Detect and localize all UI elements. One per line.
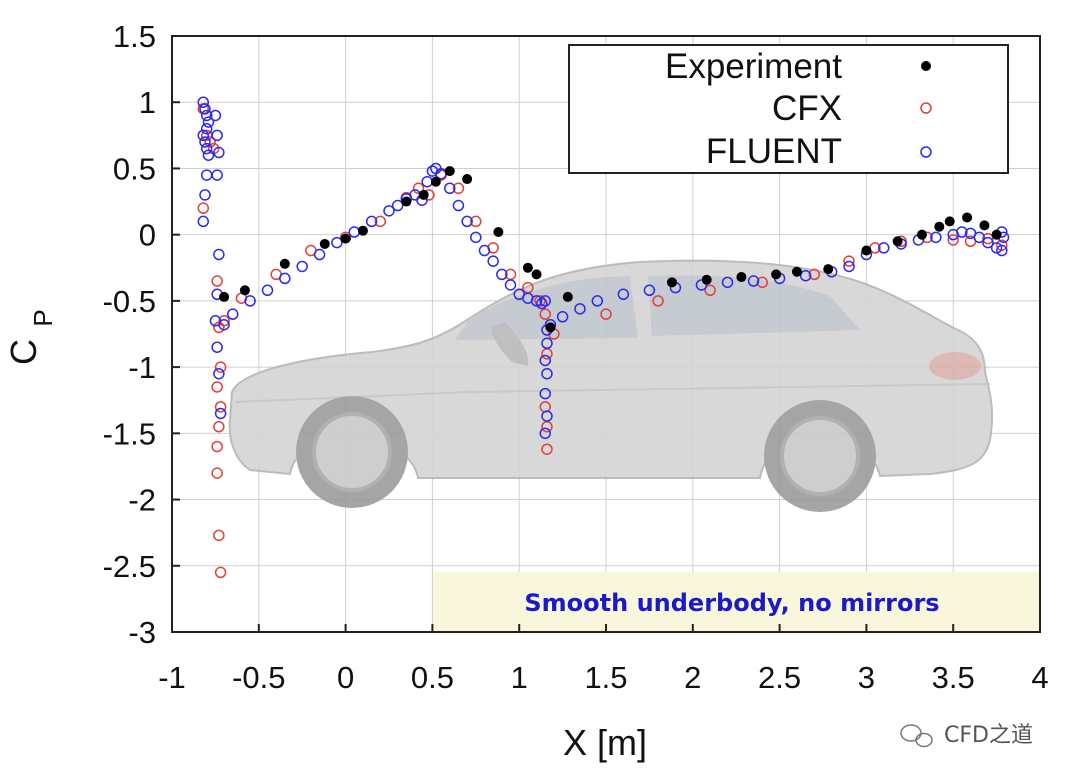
y-tick-label: -1.5 <box>103 416 156 451</box>
point-experiment <box>445 166 455 176</box>
point-experiment <box>545 322 555 332</box>
x-tick-label: -0.5 <box>232 660 285 695</box>
point-experiment <box>563 292 573 302</box>
point-experiment <box>945 216 955 226</box>
y-tick-label: -2.5 <box>103 549 156 584</box>
legend-marker-experiment <box>921 61 931 71</box>
point-experiment <box>240 285 250 295</box>
legend: Experiment CFX FLUENT <box>569 45 1008 173</box>
x-tick-label: 3 <box>858 660 875 695</box>
point-experiment <box>771 269 781 279</box>
watermark-text: CFD之道 <box>944 723 1033 748</box>
x-tick-label: 1.5 <box>584 660 627 695</box>
point-experiment <box>419 190 429 200</box>
x-axis-label: X [m] <box>563 722 647 763</box>
x-tick-label: 2 <box>684 660 701 695</box>
x-tick-label: 0.5 <box>411 660 454 695</box>
annotation-text: Smooth underbody, no mirrors <box>524 589 939 617</box>
point-experiment <box>992 230 1002 240</box>
point-experiment <box>893 236 903 246</box>
x-tick-label: 0 <box>337 660 354 695</box>
point-experiment <box>431 177 441 187</box>
point-experiment <box>280 259 290 269</box>
point-experiment <box>462 174 472 184</box>
x-tick-label: 2.5 <box>758 660 801 695</box>
y-tick-label: 0.5 <box>113 151 156 186</box>
point-experiment <box>792 267 802 277</box>
point-experiment <box>219 292 229 302</box>
point-experiment <box>934 222 944 232</box>
point-experiment <box>493 227 503 237</box>
point-experiment <box>823 264 833 274</box>
y-tick-label: 1.5 <box>113 19 156 54</box>
point-experiment <box>532 269 542 279</box>
point-experiment <box>962 212 972 222</box>
y-tick-label: -1 <box>128 350 156 385</box>
point-experiment <box>979 220 989 230</box>
cp-chart: Smooth underbody, no mirrors -1 -0.5 0 0.5 1… <box>0 0 1080 781</box>
y-tick-label: 0 <box>139 218 156 253</box>
point-experiment <box>861 246 871 256</box>
legend-label-fluent: FLUENT <box>706 132 842 171</box>
x-tick-label: -1 <box>158 660 186 695</box>
legend-label-cfx: CFX <box>772 89 842 128</box>
point-experiment <box>358 226 368 236</box>
y-tick-label: -3 <box>128 615 156 650</box>
point-experiment <box>401 197 411 207</box>
y-tick-label: -0.5 <box>103 284 156 319</box>
legend-label-experiment: Experiment <box>665 47 842 86</box>
wechat-icon <box>901 725 932 747</box>
point-experiment <box>320 239 330 249</box>
x-tick-label: 1 <box>511 660 528 695</box>
point-experiment <box>523 263 533 273</box>
point-experiment <box>341 234 351 244</box>
y-tick-label: -2 <box>128 483 156 518</box>
y-axis-label: C P <box>3 309 58 365</box>
y-axis-label-main: C <box>3 339 44 365</box>
watermark: CFD之道 <box>901 723 1033 748</box>
y-tick-label: 1 <box>139 85 156 120</box>
point-experiment <box>702 275 712 285</box>
x-tick-label: 4 <box>1031 660 1048 695</box>
point-experiment <box>736 272 746 282</box>
x-tick-label: 3.5 <box>932 660 975 695</box>
point-experiment <box>917 230 927 240</box>
y-axis-label-sub: P <box>28 309 58 326</box>
point-experiment <box>667 277 677 287</box>
